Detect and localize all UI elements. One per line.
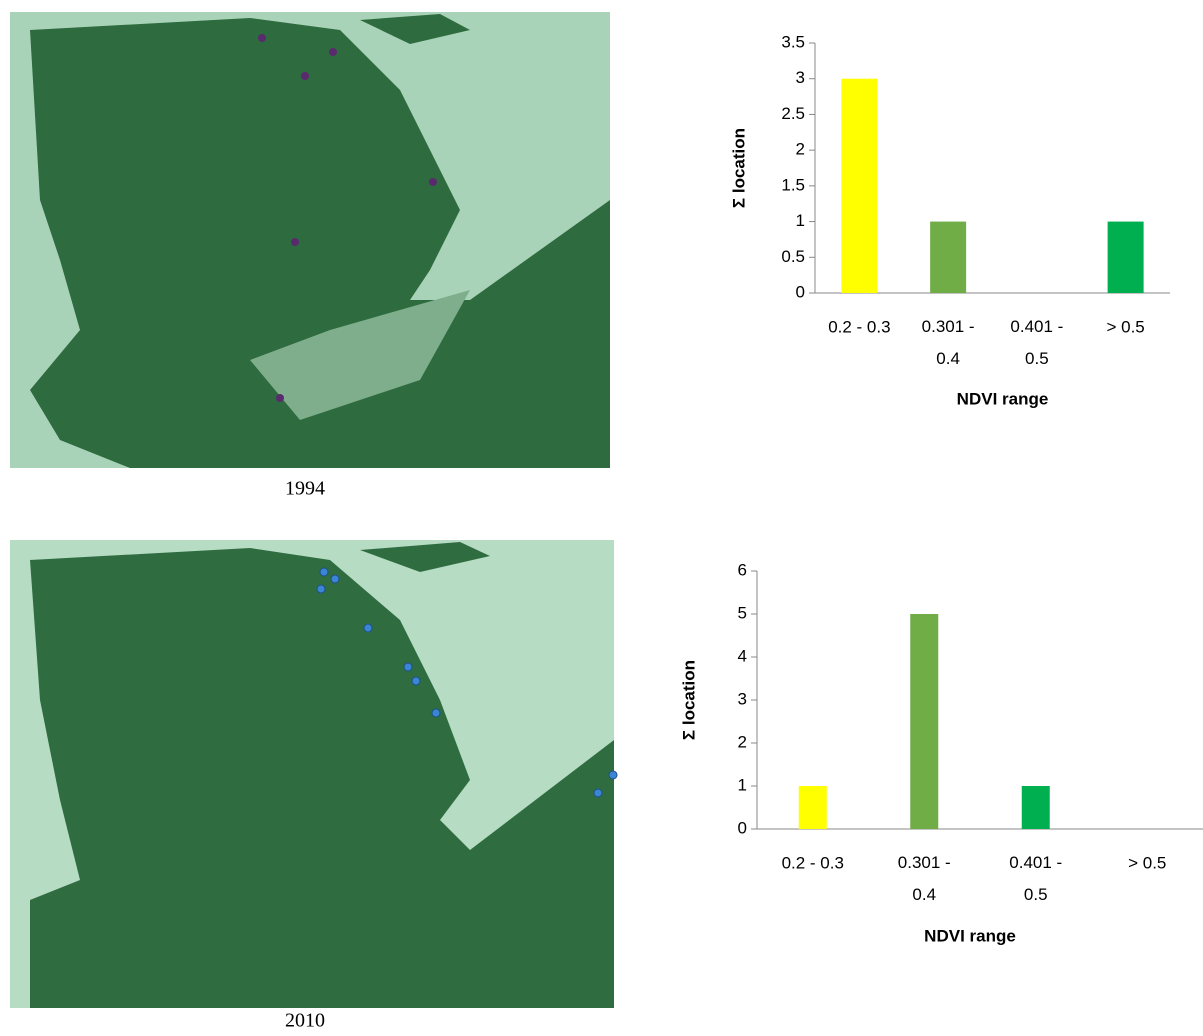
x-tick-label: 0.2 - 0.3 — [828, 317, 890, 336]
bar — [841, 79, 877, 293]
bar — [1108, 222, 1144, 293]
figure: 1994 2010 0 0.5 1 1.5 2 2.5 3 3.5 0.2 - 0.3 0.301… — [0, 0, 1203, 1036]
x-tick-label-line: 0.5 — [1025, 349, 1049, 368]
y-tick-label: 1 — [796, 211, 805, 230]
x-tick-label-line: 0.301 - — [922, 317, 975, 336]
map-2010: 2010 — [10, 540, 617, 1032]
x-axis-label: NDVI range — [924, 926, 1016, 945]
y-tick-label: 0.5 — [781, 247, 805, 266]
y-tick-label: 0 — [738, 818, 747, 837]
y-tick-label: 0 — [796, 282, 805, 301]
x-tick-label-line: 0.401 - — [1010, 317, 1063, 336]
bar — [910, 614, 938, 829]
y-tick-label: 5 — [738, 603, 747, 622]
y-tick-label: 3 — [738, 689, 747, 708]
x-tick-label-line: 0.4 — [936, 349, 960, 368]
map-caption: 1994 — [285, 478, 325, 500]
map-caption: 2010 — [285, 1010, 325, 1032]
y-tick-label: 1 — [738, 775, 747, 794]
x-tick-label: > 0.5 — [1128, 853, 1166, 872]
y-tick-label: 1.5 — [781, 175, 805, 194]
map-1994: 1994 — [10, 12, 610, 500]
y-tick-label: 6 — [738, 560, 747, 579]
x-axis-label: NDVI range — [957, 389, 1049, 408]
y-tick-label: 2 — [738, 732, 747, 751]
y-tick-label: 4 — [738, 646, 747, 665]
y-tick-label: 3.5 — [781, 32, 805, 51]
y-tick-label: 2.5 — [781, 104, 805, 123]
y-axis-label: Σ location — [679, 660, 698, 740]
x-tick-label-line: 0.4 — [912, 885, 936, 904]
x-tick-label-line: 0.301 - — [898, 853, 951, 872]
bar — [799, 786, 827, 829]
x-tick-label: 0.401 - 0.5 — [1009, 853, 1062, 904]
x-tick-label: 0.2 - 0.3 — [782, 853, 844, 872]
y-tick-label: 3 — [796, 68, 805, 87]
x-tick-label: 0.301 - 0.4 — [922, 317, 975, 368]
x-tick-label-line: 0.5 — [1024, 885, 1048, 904]
x-tick-label-line: 0.401 - — [1009, 853, 1062, 872]
x-tick-label: > 0.5 — [1106, 317, 1144, 336]
x-tick-label: 0.401 - 0.5 — [1010, 317, 1063, 368]
bar — [930, 222, 966, 293]
x-tick-label: 0.301 - 0.4 — [898, 853, 951, 904]
bar — [1022, 786, 1050, 829]
y-tick-label: 2 — [796, 140, 805, 159]
y-axis-label: Σ location — [729, 128, 748, 208]
